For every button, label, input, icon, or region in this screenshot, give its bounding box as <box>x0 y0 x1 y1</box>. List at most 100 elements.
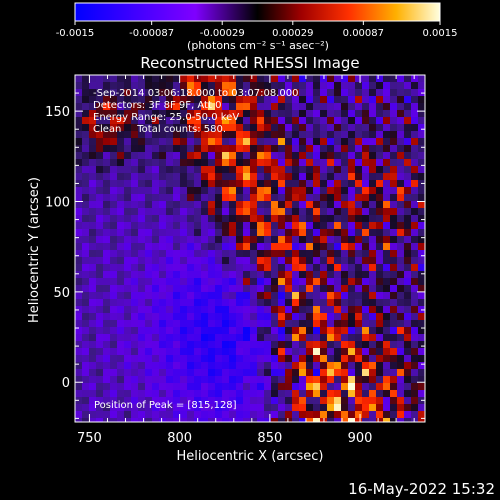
heatmap-cell <box>145 243 153 251</box>
heatmap-cell <box>250 397 258 405</box>
heatmap-cell <box>278 334 286 342</box>
heatmap-cell <box>89 264 97 272</box>
heatmap-cell <box>194 278 202 286</box>
heatmap-cell <box>166 299 174 307</box>
heatmap-cell <box>404 411 412 419</box>
heatmap-cell <box>362 173 370 181</box>
heatmap-cell <box>334 404 342 412</box>
heatmap-cell <box>222 208 230 216</box>
heatmap-cell <box>110 257 118 265</box>
heatmap-cell <box>397 222 405 230</box>
heatmap-cell <box>131 180 139 188</box>
heatmap-cell <box>96 194 104 202</box>
heatmap-cell <box>103 96 111 104</box>
heatmap-cell <box>243 390 251 398</box>
heatmap-cell <box>110 138 118 146</box>
heatmap-cell <box>390 96 398 104</box>
heatmap-cell <box>159 194 167 202</box>
heatmap-cell <box>173 187 181 195</box>
heatmap-cell <box>131 278 139 286</box>
heatmap-cell <box>145 96 153 104</box>
heatmap-cell <box>138 194 146 202</box>
heatmap-cell <box>327 383 335 391</box>
heatmap-cell <box>103 264 111 272</box>
heatmap-cell <box>180 201 188 209</box>
heatmap-cell <box>243 75 251 83</box>
heatmap-cell <box>320 236 328 244</box>
heatmap-cell <box>327 159 335 167</box>
heatmap-cell <box>152 404 160 412</box>
heatmap-cell <box>362 96 370 104</box>
heatmap-cell <box>278 327 286 335</box>
heatmap-cell <box>278 376 286 384</box>
heatmap-cell <box>397 390 405 398</box>
heatmap-cell <box>215 355 223 363</box>
heatmap-cell <box>82 383 90 391</box>
heatmap-cell <box>376 243 384 251</box>
heatmap-cell <box>145 187 153 195</box>
heatmap-cell <box>131 82 139 90</box>
heatmap-cell <box>369 250 377 258</box>
heatmap-cell <box>278 110 286 118</box>
heatmap-cell <box>376 145 384 153</box>
footer-timestamp: 16-May-2022 15:32 <box>348 480 495 498</box>
heatmap-cell <box>362 222 370 230</box>
heatmap-cell <box>180 250 188 258</box>
heatmap-cell <box>173 152 181 160</box>
heatmap-cell <box>292 75 300 83</box>
heatmap-cell <box>243 166 251 174</box>
heatmap-cell <box>82 320 90 328</box>
heatmap-cell <box>369 369 377 377</box>
heatmap-cell <box>187 334 195 342</box>
heatmap-cell <box>131 397 139 405</box>
heatmap-cell <box>285 320 293 328</box>
heatmap-cell <box>208 411 216 419</box>
heatmap-cell <box>390 306 398 314</box>
heatmap-cell <box>299 320 307 328</box>
heatmap-cell <box>362 285 370 293</box>
heatmap-cell <box>229 250 237 258</box>
heatmap-cell <box>82 215 90 223</box>
heatmap-cell <box>278 117 286 125</box>
heatmap-cell <box>390 145 398 153</box>
heatmap-cell <box>320 187 328 195</box>
heatmap-cell <box>362 320 370 328</box>
heatmap-cell <box>243 229 251 237</box>
heatmap-cell <box>397 418 405 422</box>
heatmap-cell <box>292 348 300 356</box>
heatmap-cell <box>355 117 363 125</box>
heatmap-cell <box>180 145 188 153</box>
heatmap-cell <box>236 264 244 272</box>
heatmap-cell <box>180 313 188 321</box>
heatmap-cell <box>180 299 188 307</box>
heatmap-cell <box>250 376 258 384</box>
heatmap-cell <box>376 180 384 188</box>
heatmap-cell <box>166 341 174 349</box>
heatmap-cell <box>89 411 97 419</box>
heatmap-cell <box>229 236 237 244</box>
heatmap-cell <box>89 110 97 118</box>
heatmap-cell <box>334 411 342 419</box>
heatmap-cell <box>355 201 363 209</box>
heatmap-cell <box>201 327 209 335</box>
heatmap-cell <box>355 103 363 111</box>
heatmap-cell <box>411 229 419 237</box>
heatmap-cell <box>110 285 118 293</box>
heatmap-cell <box>376 264 384 272</box>
heatmap-cell <box>187 383 195 391</box>
heatmap-cell <box>75 236 83 244</box>
heatmap-cell <box>75 418 83 422</box>
heatmap-cell <box>327 152 335 160</box>
heatmap-cell <box>96 299 104 307</box>
heatmap-cell <box>306 299 314 307</box>
heatmap-cell <box>89 320 97 328</box>
heatmap-cell <box>404 215 412 223</box>
heatmap-cell <box>89 75 97 83</box>
heatmap-cell <box>208 397 216 405</box>
heatmap-cell <box>124 397 132 405</box>
heatmap-cell <box>180 243 188 251</box>
heatmap-cell <box>257 264 265 272</box>
heatmap-cell <box>236 159 244 167</box>
heatmap-cell <box>82 313 90 321</box>
heatmap-cell <box>194 390 202 398</box>
